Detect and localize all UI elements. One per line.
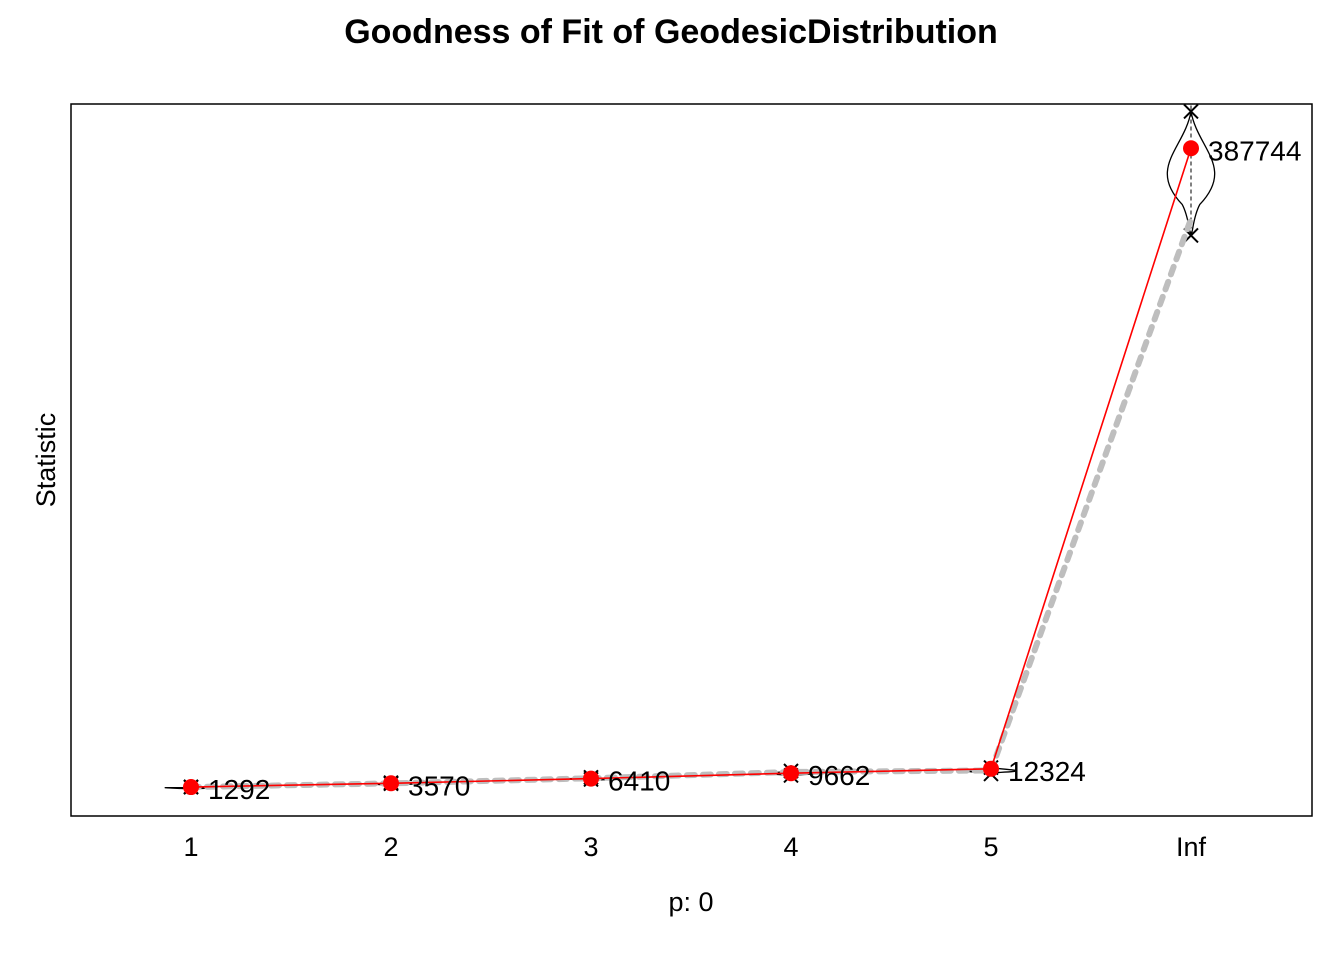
data-label-5: 12324: [1008, 756, 1086, 787]
x-axis-label: p: 0: [668, 887, 713, 917]
chart-title: Goodness of Fit of GeodesicDistribution: [344, 13, 998, 51]
observed-point-Inf: [1183, 140, 1199, 157]
x-tick-label-1: 1: [183, 832, 198, 862]
plot-frame: [70, 103, 1313, 817]
sim-max-mark-Inf: [1183, 103, 1199, 120]
simulation-violins: [164, 105, 1216, 790]
x-tick-label-4: 4: [783, 832, 798, 862]
data-label-2: 3570: [408, 770, 470, 801]
data-labels: 1292 3570 6410 9662 12324 387744: [208, 135, 1301, 805]
observed-point-5: [983, 760, 999, 777]
data-label-3: 6410: [608, 766, 670, 797]
y-axis-label: Statistic: [31, 413, 61, 508]
observed-line: [190, 148, 1192, 788]
data-label-4: 9662: [808, 760, 870, 791]
observed-point-3: [583, 770, 599, 787]
simulated-mean-line: [188, 215, 1194, 791]
observed-polyline: [190, 148, 1192, 788]
x-tick-label-2: 2: [383, 832, 398, 862]
x-tick-label-Inf: Inf: [1176, 832, 1207, 862]
observed-point-4: [783, 765, 799, 782]
observed-point-2: [383, 775, 399, 792]
data-label-Inf: 387744: [1208, 135, 1301, 166]
x-axis-ticks: 1 2 3 4 5 Inf: [183, 832, 1206, 862]
x-tick-label-3: 3: [583, 832, 598, 862]
x-tick-label-5: 5: [983, 832, 998, 862]
observed-points: [183, 140, 1199, 796]
data-label-1: 1292: [208, 774, 270, 805]
observed-point-1: [183, 779, 199, 796]
simulated-mean-polyline: [188, 215, 1194, 791]
simulation-marks: [183, 103, 1199, 795]
